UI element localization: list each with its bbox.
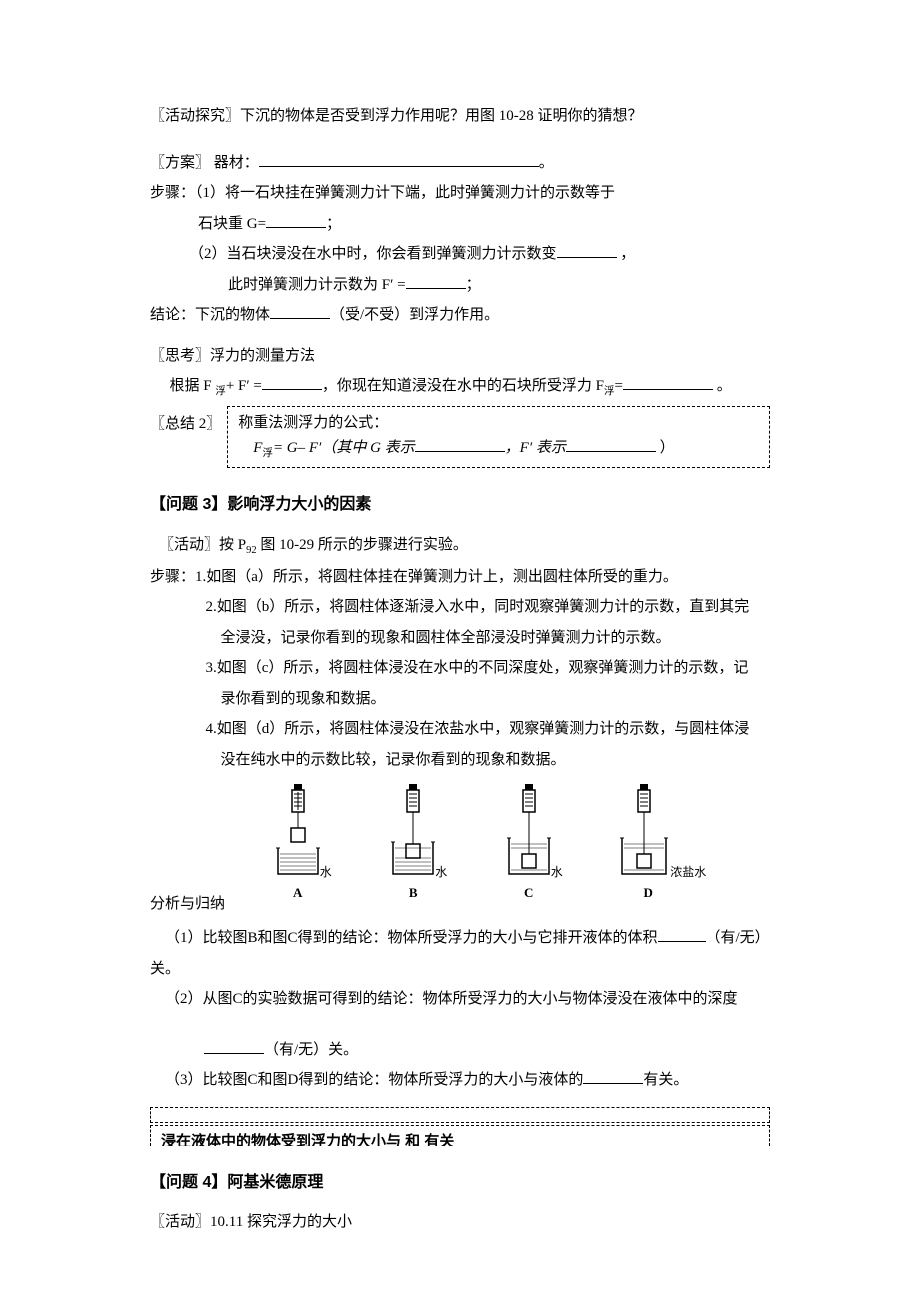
q4-activity-text: 10.11 探究浮力的大小 xyxy=(210,1214,352,1230)
plan-label: 〖方案〗 xyxy=(150,155,210,171)
materials-blank[interactable] xyxy=(259,151,539,167)
q3-step4a: 4.如图（d）所示，将圆柱体浸没在浓盐水中，观察弹簧测力计的示数，与圆柱体浸 xyxy=(150,715,770,744)
q3-step3b: 录你看到的现象和数据。 xyxy=(150,685,770,714)
c1a: （1）比较图B和图C得到的结论：物体所受浮力的大小与它排开液体的体积 xyxy=(165,930,658,946)
q3-step2b: 全浸没，记录你看到的现象和圆柱体全部浸没时弹簧测力计的示数。 xyxy=(150,624,770,653)
c3b: 有关。 xyxy=(643,1072,688,1088)
step2a-line: （2）当石块浸没在水中时，你会看到弹簧测力计示数变 ， xyxy=(150,240,770,269)
q3-step1: 步骤：1.如图（a）所示，将圆柱体挂在弹簧测力计上，测出圆柱体所受的重力。 xyxy=(150,563,770,592)
activity-explore-label: 〖活动探究〗 xyxy=(150,108,240,124)
analysis-label: 分析与归纳 xyxy=(150,890,770,919)
experiment-figure: 水 A 水 B 水 C xyxy=(240,784,710,906)
dashed-spacer xyxy=(150,1107,770,1123)
think-a: 根据 F xyxy=(170,378,216,394)
materials-label: 器材： xyxy=(214,155,259,171)
c1b: （有/无） xyxy=(706,930,770,946)
exp-d: 浓盐水 D xyxy=(614,784,682,906)
c3-blank[interactable] xyxy=(583,1068,643,1084)
q3-title: 【问题 3】影响浮力大小的因素 xyxy=(150,490,770,520)
truncated-box: 浸在液体中的物体受到浮力的大小与 和 有关 xyxy=(150,1125,770,1146)
conclusion-line: 结论：下沉的物体 （受/不受）到浮力作用。 xyxy=(150,301,770,330)
conc-blank[interactable] xyxy=(270,303,330,319)
step1b-text: 石块重 G= xyxy=(198,216,266,232)
think-formula-line: 根据 F 浮+ F′ =，你现在知道浸没在水中的石块所受浮力 F浮= 。 xyxy=(150,372,770,402)
step2-semi: ； xyxy=(466,277,481,293)
q3-act-a: 按 P xyxy=(219,537,246,553)
exp-d-salt: 浓盐水 xyxy=(670,861,706,884)
exp-a: 水 A xyxy=(268,784,328,906)
plan-line: 〖方案〗 器材： 。 xyxy=(150,149,770,178)
analysis-c2b-line: （有/无）关。 xyxy=(150,1036,770,1065)
summary2-l1: 称重法测浮力的公式： xyxy=(238,411,759,437)
step2a-text: （2）当石块浸没在水中时，你会看到弹簧测力计示数变 xyxy=(189,246,557,262)
q4-activity-label: 〖活动〗 xyxy=(150,1214,210,1230)
summary2-row: 〖总结 2〗 称重法测浮力的公式： F浮= G– F′（其中 G 表示，F′ 表… xyxy=(150,406,770,468)
exp-c-svg xyxy=(499,784,559,879)
c3a: （3）比较图C和图D得到的结论：物体所受浮力的大小与液体的 xyxy=(165,1072,583,1088)
think-b: ，你现在知道浸没在水中的石块所受浮力 F xyxy=(322,378,604,394)
think-end: 。 xyxy=(713,378,732,394)
c2b: （有/无）关。 xyxy=(264,1042,358,1058)
q3-act-sub: 92 xyxy=(246,545,257,556)
activity-explore-line: 〖活动探究〗下沉的物体是否受到浮力作用呢？用图 10-28 证明你的猜想？ xyxy=(150,102,770,131)
step1b-line: 石块重 G= ； xyxy=(150,210,770,239)
s2-fsub: 浮 xyxy=(262,448,273,459)
c1-blank[interactable] xyxy=(658,926,706,942)
s2-blank1[interactable] xyxy=(415,436,505,452)
step1-semi: ； xyxy=(326,216,341,232)
analysis-c2: （2）从图C的实验数据可得到的结论：物体所受浮力的大小与物体浸没在液体中的深度 xyxy=(150,985,770,1014)
q3-activity-label: 〖活动〗 xyxy=(159,537,219,553)
step2-comma: ， xyxy=(617,246,636,262)
think-plus: + F′ = xyxy=(226,378,262,394)
step1-line: 步骤：（1）将一石块挂在弹簧测力计下端，此时弹簧测力计的示数等于 xyxy=(150,179,770,208)
exp-a-water: 水 xyxy=(320,861,332,884)
summary2-box: 称重法测浮力的公式： F浮= G– F′（其中 G 表示，F′ 表示 ） xyxy=(227,406,770,468)
think-blank1[interactable] xyxy=(262,374,322,390)
summary2-label: 〖总结 2〗 xyxy=(150,406,221,439)
s2-blank2[interactable] xyxy=(566,436,656,452)
fprime-blank[interactable] xyxy=(406,273,466,289)
q3-step4b: 没在纯水中的示数比较，记录你看到的现象和数据。 xyxy=(150,746,770,775)
q4-activity-line: 〖活动〗10.11 探究浮力的大小 xyxy=(150,1208,770,1237)
analysis-c3: （3）比较图C和图D得到的结论：物体所受浮力的大小与液体的 有关。 xyxy=(150,1066,770,1095)
s2-c: ，F′ 表示 xyxy=(505,440,566,456)
think-title: 浮力的测量方法 xyxy=(210,348,315,364)
analysis-c1-guan: 关。 xyxy=(150,955,770,984)
plan-period: 。 xyxy=(539,155,554,171)
think-eq: = xyxy=(615,378,623,394)
exp-b-water: 水 xyxy=(435,861,447,884)
think-sub2: 浮 xyxy=(604,386,615,397)
activity-explore-text: 下沉的物体是否受到浮力作用呢？用图 10-28 证明你的猜想？ xyxy=(240,108,643,124)
analysis-c1: （1）比较图B和图C得到的结论：物体所受浮力的大小与它排开液体的体积 （有/无） xyxy=(150,924,770,953)
exp-c: 水 C xyxy=(499,784,559,906)
q3-act-b: 图 10-29 所示的步骤进行实验。 xyxy=(257,537,468,553)
g-blank[interactable] xyxy=(266,212,326,228)
exp-b: 水 B xyxy=(383,784,443,906)
summary2-l2: F浮= G– F′（其中 G 表示，F′ 表示 ） xyxy=(238,436,759,463)
q3-step3a: 3.如图（c）所示，将圆柱体浸没在水中的不同深度处，观察弹簧测力计的示数，记 xyxy=(150,654,770,683)
conc-a: 结论：下沉的物体 xyxy=(150,307,270,323)
exp-c-water: 水 xyxy=(551,861,563,884)
s2-d: ） xyxy=(656,440,675,456)
think-label: 〖思考〗 xyxy=(150,348,210,364)
step2b-line: 此时弹簧测力计示数为 F′ = ； xyxy=(150,271,770,300)
step2b-text: 此时弹簧测力计示数为 F′ = xyxy=(228,277,406,293)
change-blank[interactable] xyxy=(557,242,617,258)
q3-step2a: 2.如图（b）所示，将圆柱体逐渐浸入水中，同时观察弹簧测力计的示数，直到其完 xyxy=(150,593,770,622)
truncated-text: 浸在液体中的物体受到浮力的大小与 和 有关 xyxy=(161,1133,454,1146)
q4-title: 【问题 4】阿基米德原理 xyxy=(150,1168,770,1198)
think-sub1: 浮 xyxy=(215,386,226,397)
exp-b-svg xyxy=(383,784,443,879)
exp-a-svg xyxy=(268,784,328,879)
c2-blank[interactable] xyxy=(204,1038,264,1054)
q3-activity-line: 〖活动〗按 P92 图 10-29 所示的步骤进行实验。 xyxy=(150,531,770,561)
conc-b: （受/不受）到浮力作用。 xyxy=(330,307,499,323)
s2-mid: = G– F′（其中 G 表示 xyxy=(273,440,415,456)
think-line: 〖思考〗浮力的测量方法 xyxy=(150,342,770,371)
think-blank2[interactable] xyxy=(623,374,713,390)
